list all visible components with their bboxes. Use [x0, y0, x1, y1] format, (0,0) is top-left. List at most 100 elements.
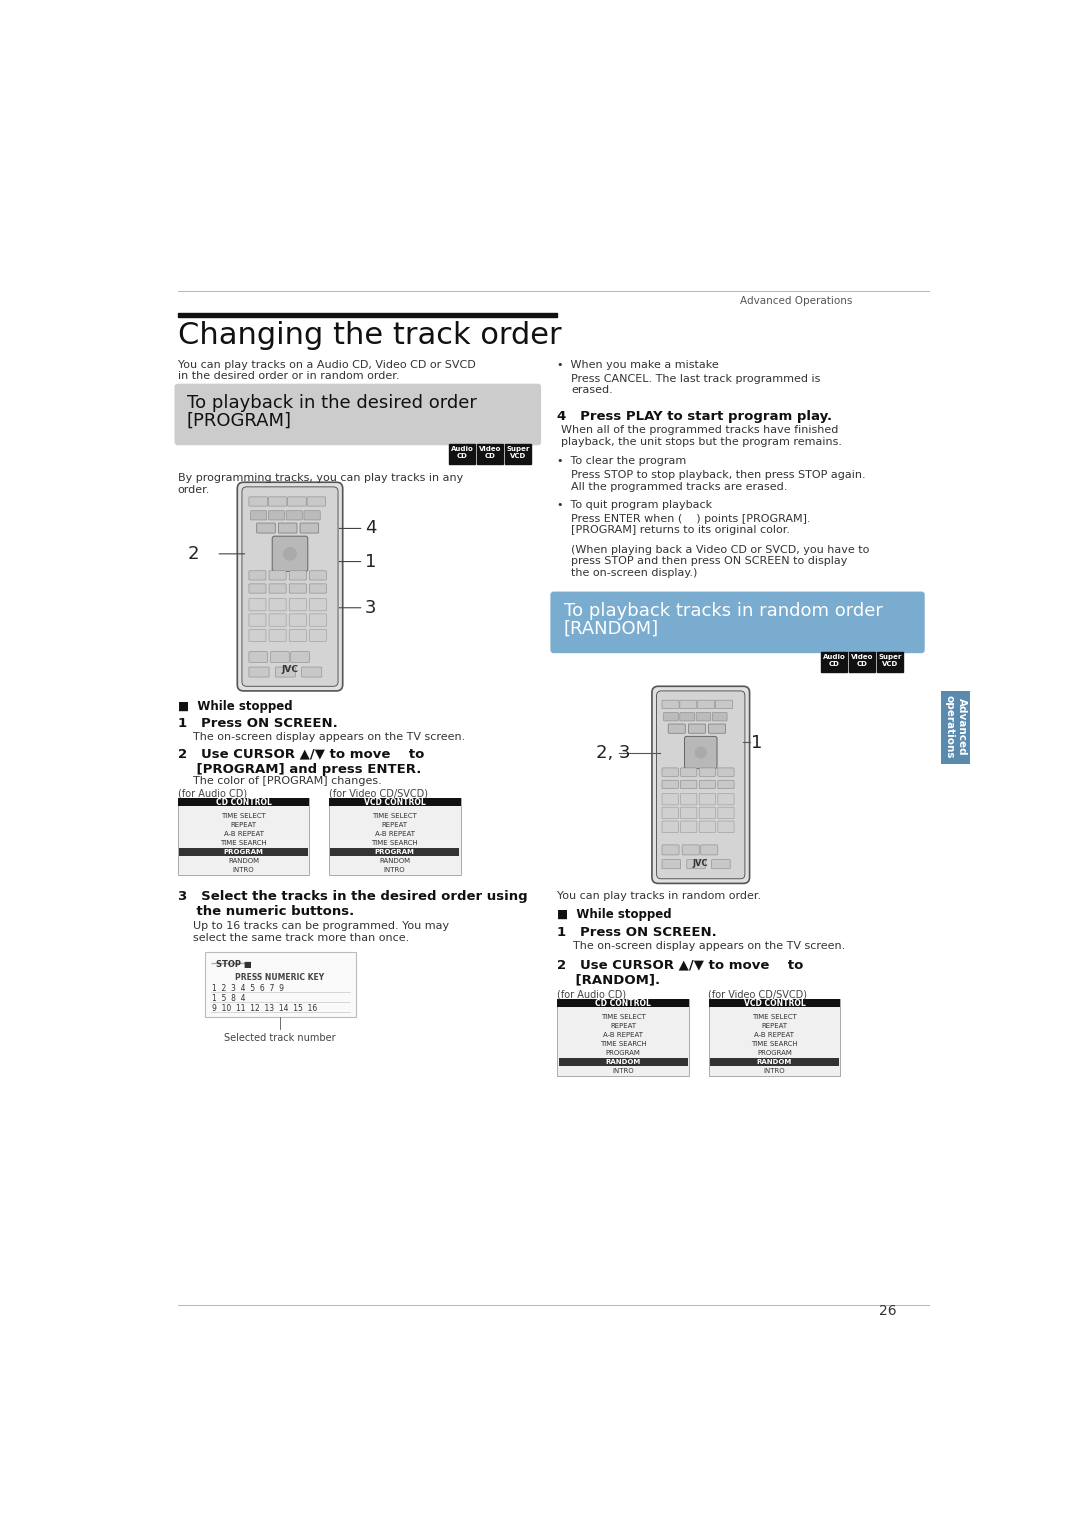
Text: Press CANCEL. The last track programmed is
erased.: Press CANCEL. The last track programmed … [571, 373, 821, 396]
Text: PROGRAM: PROGRAM [224, 849, 264, 855]
Bar [449, 443, 475, 463]
Text: A-B REPEAT: A-B REPEAT [375, 830, 415, 836]
FancyBboxPatch shape [718, 794, 734, 804]
Text: Up to 16 tracks can be programmed. You may
select the same track more than once.: Up to 16 tracks can be programmed. You m… [193, 920, 449, 943]
FancyBboxPatch shape [697, 713, 711, 722]
Text: REPEAT: REPEAT [761, 1023, 787, 1029]
Text: Advanced
operations: Advanced operations [945, 696, 967, 758]
FancyBboxPatch shape [251, 511, 267, 520]
Text: TIME SELECT: TIME SELECT [600, 1014, 646, 1020]
FancyBboxPatch shape [175, 384, 541, 445]
Text: 4: 4 [365, 520, 377, 537]
FancyBboxPatch shape [272, 537, 308, 572]
FancyBboxPatch shape [248, 584, 266, 593]
FancyBboxPatch shape [269, 570, 286, 579]
Text: REPEAT: REPEAT [610, 1023, 636, 1029]
Text: 2   Use CURSOR ▲/▼ to move    to
    [PROGRAM] and press ENTER.: 2 Use CURSOR ▲/▼ to move to [PROGRAM] an… [177, 748, 424, 775]
FancyBboxPatch shape [680, 794, 697, 804]
Text: JVC: JVC [693, 859, 708, 868]
FancyBboxPatch shape [662, 768, 678, 777]
FancyBboxPatch shape [268, 511, 284, 520]
FancyBboxPatch shape [699, 794, 715, 804]
Text: PROGRAM: PROGRAM [757, 1050, 792, 1057]
FancyBboxPatch shape [269, 615, 286, 627]
FancyBboxPatch shape [708, 725, 726, 734]
Text: REPEAT: REPEAT [381, 821, 407, 827]
Text: By programming tracks, you can play tracks in any
order.: By programming tracks, you can play trac… [177, 472, 463, 494]
Text: Super
VCD: Super VCD [878, 654, 902, 667]
Text: (When playing back a Video CD or SVCD, you have to
press STOP and then press ON : (When playing back a Video CD or SVCD, y… [571, 544, 869, 578]
FancyBboxPatch shape [663, 713, 678, 722]
Text: TIME SELECT: TIME SELECT [373, 812, 417, 818]
Text: You can play tracks in random order.: You can play tracks in random order. [557, 891, 761, 901]
Text: Audio
CD: Audio CD [823, 654, 846, 667]
FancyBboxPatch shape [279, 523, 297, 534]
FancyBboxPatch shape [248, 651, 268, 662]
FancyBboxPatch shape [680, 807, 697, 818]
Circle shape [696, 748, 706, 758]
FancyBboxPatch shape [699, 821, 715, 833]
Text: The on-screen display appears on the TV screen.: The on-screen display appears on the TV … [193, 732, 465, 743]
Text: TIME SEARCH: TIME SEARCH [599, 1041, 647, 1047]
FancyBboxPatch shape [680, 768, 697, 777]
Bar [557, 998, 689, 1008]
FancyBboxPatch shape [289, 598, 307, 610]
FancyBboxPatch shape [683, 846, 699, 855]
Text: VCD CONTROL: VCD CONTROL [364, 798, 426, 807]
Text: A-B REPEAT: A-B REPEAT [604, 1032, 644, 1038]
FancyBboxPatch shape [669, 725, 685, 734]
Text: 3   Select the tracks in the desired order using
    the numeric buttons.: 3 Select the tracks in the desired order… [177, 890, 527, 919]
FancyBboxPatch shape [289, 615, 307, 627]
FancyBboxPatch shape [718, 821, 734, 833]
Bar [710, 1058, 839, 1066]
Text: The color of [PROGRAM] changes.: The color of [PROGRAM] changes. [193, 775, 382, 786]
FancyBboxPatch shape [685, 737, 717, 769]
Text: [PROGRAM]: [PROGRAM] [187, 411, 292, 430]
Bar [205, 953, 356, 1017]
Text: 9  10  11  12  13  14  15  16: 9 10 11 12 13 14 15 16 [213, 1005, 318, 1014]
FancyBboxPatch shape [712, 859, 730, 868]
FancyBboxPatch shape [699, 807, 715, 818]
Bar [708, 998, 840, 1008]
Bar [708, 998, 840, 1076]
FancyBboxPatch shape [309, 598, 326, 610]
Bar [849, 651, 875, 671]
FancyBboxPatch shape [248, 570, 266, 579]
Text: RANDOM: RANDOM [606, 1060, 640, 1066]
FancyBboxPatch shape [248, 615, 266, 627]
FancyBboxPatch shape [275, 667, 296, 677]
Bar [177, 798, 309, 875]
Text: 2   Use CURSOR ▲/▼ to move    to
    [RANDOM].: 2 Use CURSOR ▲/▼ to move to [RANDOM]. [557, 959, 804, 986]
FancyBboxPatch shape [680, 780, 697, 789]
FancyBboxPatch shape [699, 768, 715, 777]
Text: VCD CONTROL: VCD CONTROL [743, 998, 806, 1008]
FancyBboxPatch shape [269, 630, 286, 642]
Text: 1: 1 [751, 734, 762, 751]
Text: 1  2  3  4  5  6  7  9: 1 2 3 4 5 6 7 9 [213, 985, 284, 994]
FancyBboxPatch shape [679, 700, 697, 708]
FancyBboxPatch shape [687, 859, 705, 868]
Circle shape [284, 547, 296, 560]
Text: RANDOM: RANDOM [379, 858, 410, 864]
FancyBboxPatch shape [271, 651, 289, 662]
Text: RANDOM: RANDOM [757, 1060, 792, 1066]
FancyBboxPatch shape [248, 598, 266, 610]
Text: (for Audio CD): (for Audio CD) [557, 989, 626, 1000]
Text: To playback in the desired order: To playback in the desired order [187, 394, 476, 413]
Text: You can play tracks on a Audio CD, Video CD or SVCD
in the desired order or in r: You can play tracks on a Audio CD, Video… [177, 359, 475, 381]
FancyBboxPatch shape [307, 497, 326, 506]
FancyBboxPatch shape [287, 497, 307, 506]
FancyBboxPatch shape [309, 630, 326, 642]
Bar [177, 798, 309, 806]
Bar [328, 798, 460, 806]
FancyBboxPatch shape [662, 807, 678, 818]
FancyBboxPatch shape [662, 846, 679, 855]
Text: Press ENTER when (    ) points [PROGRAM].
[PROGRAM] returns to its original colo: Press ENTER when ( ) points [PROGRAM]. [… [571, 514, 811, 535]
FancyBboxPatch shape [248, 630, 266, 642]
FancyBboxPatch shape [269, 598, 286, 610]
Text: (for Video CD/SVCD): (for Video CD/SVCD) [328, 789, 428, 798]
Text: 1   Press ON SCREEN.: 1 Press ON SCREEN. [177, 717, 337, 729]
FancyBboxPatch shape [268, 497, 287, 506]
FancyBboxPatch shape [679, 713, 694, 722]
Bar [557, 998, 689, 1076]
